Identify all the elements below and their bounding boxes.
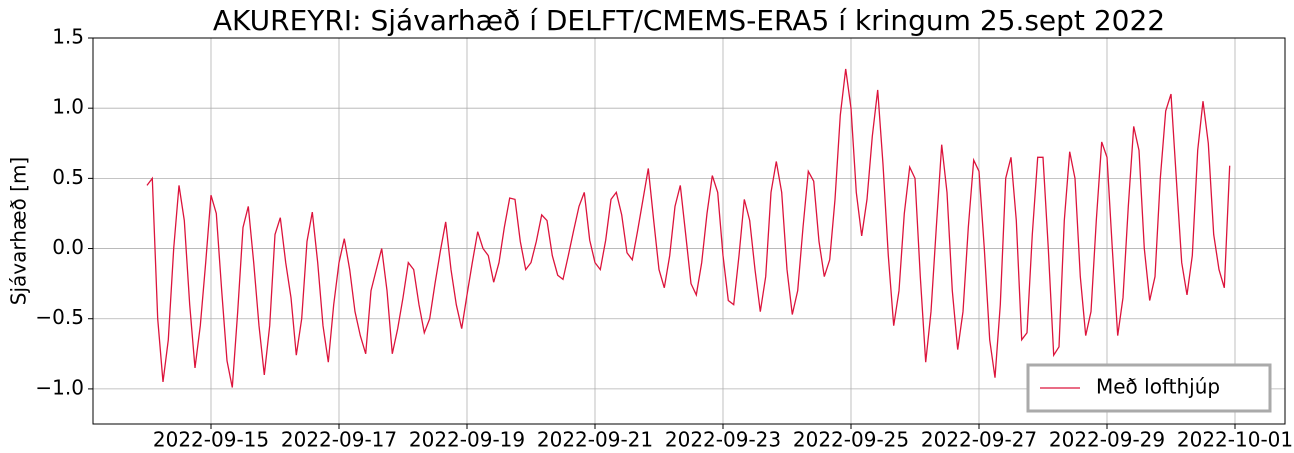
data-line	[146, 68, 1231, 388]
x-tick-label: 2022-09-17	[281, 428, 397, 450]
x-tick-label: 2022-10-01	[1177, 428, 1293, 450]
y-tick-label: 0.0	[52, 235, 84, 259]
y-tick-label: 1.0	[52, 95, 84, 119]
chart-title: AKUREYRI: Sjávarhæð í DELFT/CMEMS-ERA5 í…	[213, 4, 1165, 37]
legend: Með lofthjúp	[1026, 363, 1272, 413]
x-tick-label: 2022-09-27	[921, 428, 1037, 450]
y-tick-label: 1.5	[52, 25, 84, 49]
x-tick-label: 2022-09-19	[409, 428, 525, 450]
legend-label: Með lofthjúp	[1096, 375, 1220, 399]
x-tick-label: 2022-09-25	[793, 428, 909, 450]
plot-frame	[92, 37, 1286, 425]
x-tick-label: 2022-09-23	[665, 428, 781, 450]
y-tick-label: −0.5	[35, 305, 84, 329]
y-tick-label: 0.5	[52, 165, 84, 189]
x-tick-label: 2022-09-15	[153, 428, 269, 450]
y-tick-label: −1.0	[35, 375, 84, 399]
x-tick-label: 2022-09-29	[1049, 428, 1165, 450]
x-tick-label: 2022-09-21	[537, 428, 653, 450]
y-axis-label: Sjávarhæð [m]	[7, 157, 31, 305]
